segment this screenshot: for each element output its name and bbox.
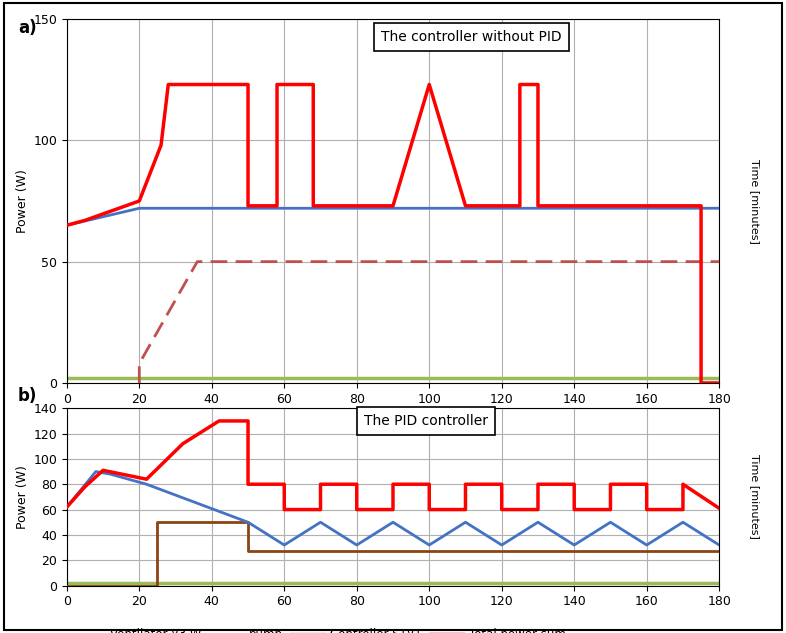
Legend: Ventilator 83 W, pump, Controller ST81, Total power sum: Ventilator 83 W, pump, Controller ST81, …	[66, 422, 571, 444]
Text: Time [minutes]: Time [minutes]	[750, 158, 760, 244]
Text: b): b)	[18, 387, 37, 405]
Legend: Ventilator 83 W, pump, Controller ST81, Total power sum: Ventilator 83 W, pump, Controller ST81, …	[66, 624, 571, 633]
Text: Time [minutes]: Time [minutes]	[750, 454, 760, 539]
Y-axis label: Power (W): Power (W)	[16, 465, 29, 529]
Text: The PID controller: The PID controller	[364, 413, 487, 428]
Text: The controller without PID: The controller without PID	[381, 30, 562, 44]
Text: a): a)	[18, 19, 36, 37]
Y-axis label: Power (W): Power (W)	[16, 169, 29, 233]
